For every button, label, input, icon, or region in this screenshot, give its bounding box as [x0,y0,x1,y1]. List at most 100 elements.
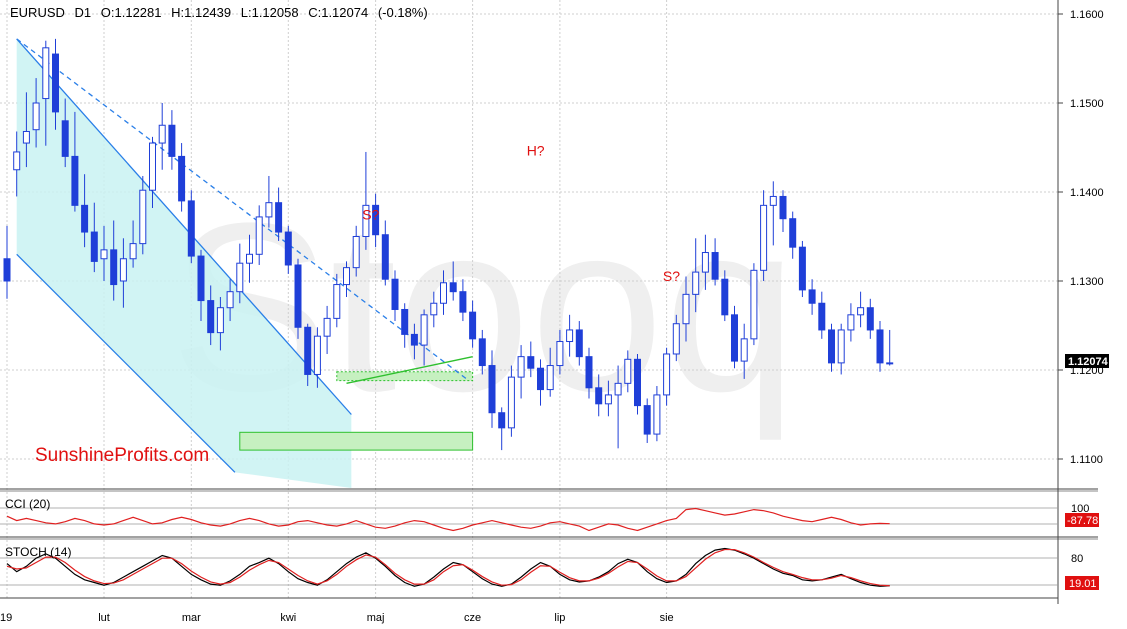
bullish-candle [604,380,612,417]
bullish-candle [333,273,341,328]
candle-body [721,278,729,316]
cci-line [6,507,890,532]
low-value: L:1.12058 [241,5,299,20]
pattern-label: S? [663,268,680,284]
candle-body [149,142,156,191]
bullish-candle [566,314,574,357]
candle-body [284,231,292,266]
bearish-candle [381,220,389,286]
candle-body [595,387,603,405]
bullish-candle [149,136,156,209]
stoch-k-line [6,547,890,587]
candle-body [789,218,797,248]
stoch-value-text: 19.01 [1069,578,1097,590]
bearish-candle [372,193,380,248]
bullish-candle [760,190,768,281]
bearish-candle [537,359,544,406]
bullish-candle [362,151,370,250]
bearish-candle [527,341,535,378]
bearish-candle [275,187,283,241]
bullish-candle [692,238,700,313]
last-price-badge [1065,354,1109,368]
candle-body [343,267,350,286]
candle-body [333,284,341,319]
candle-body [81,204,89,233]
candle-body [478,338,486,367]
candle-body [643,405,651,435]
time-tick-label: 19 [0,612,12,624]
bearish-candle [449,261,457,301]
bullish-candle [507,365,515,437]
bullish-candle [663,347,671,406]
bearish-candle [284,225,292,274]
candle-body [876,329,884,364]
price-tick-label: 1.1500 [1070,98,1104,110]
bullish-candle [672,314,680,362]
candle-body [847,314,855,331]
candle-body [410,333,418,346]
candle-body [90,231,98,262]
bullish-candle [556,329,564,375]
stoch-level-text: 80 [1071,553,1083,565]
chart-header: EURUSD D1 O:1.12281 H:1.12439 L:1.12058 … [10,5,428,20]
bullish-candle [129,220,137,268]
candle-body [575,329,583,358]
support-zone-lower [239,431,474,451]
cci-level-text: 100 [1071,503,1089,515]
bearish-candle [71,111,79,212]
price-tick-label: 1.1100 [1070,454,1103,466]
stoch-value-badge [1065,576,1099,590]
pattern-label: H? [527,143,545,159]
candle-body [187,200,195,257]
bearish-candle [886,329,894,366]
bullish-candle [847,303,855,342]
bearish-candle [90,202,98,273]
candle-body [828,329,835,364]
candle-body [32,102,40,131]
bearish-candle [81,174,89,248]
price-tick-label: 1.1300 [1070,276,1104,288]
rising-support-line [346,355,473,385]
bearish-candle [828,323,835,372]
bullish-candle [857,291,865,328]
candle-body [401,308,409,335]
bearish-candle [866,298,874,339]
candle-body [178,155,186,202]
pattern-label: S? [362,207,379,223]
bearish-candle [643,398,651,443]
candle-body [42,47,50,100]
candle-body [566,329,574,343]
candle-body [585,356,593,389]
cci-value-text: -87.78 [1067,515,1098,527]
time-tick-label: cze [464,612,481,624]
bullish-candle [313,327,321,388]
bearish-candle [711,238,719,286]
bearish-candle [488,350,496,428]
bullish-candle [216,297,224,351]
candle-body [13,151,21,171]
candle-body [226,291,234,309]
cci-label: CCI (20) [5,497,50,511]
bullish-candle [750,263,758,346]
candle-body [537,367,544,391]
bullish-candle [352,225,360,277]
bearish-candle [808,279,816,315]
candle-body [381,234,389,280]
bearish-candle [61,98,69,168]
bullish-candle [246,234,253,283]
time-tick-label: lip [554,612,565,624]
bullish-candle [32,78,40,148]
bullish-candle [343,261,350,298]
candle-body [818,302,826,331]
candle-body [682,293,690,325]
bearish-candle [178,143,186,212]
candle-body [546,365,554,391]
candle-body [22,130,30,144]
candle-body [71,155,79,206]
candle-body [517,356,525,378]
pattern-annotations: S? H? S? [362,143,680,284]
candle-body [837,329,845,364]
